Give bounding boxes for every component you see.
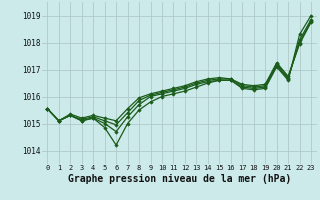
X-axis label: Graphe pression niveau de la mer (hPa): Graphe pression niveau de la mer (hPa) — [68, 174, 291, 184]
